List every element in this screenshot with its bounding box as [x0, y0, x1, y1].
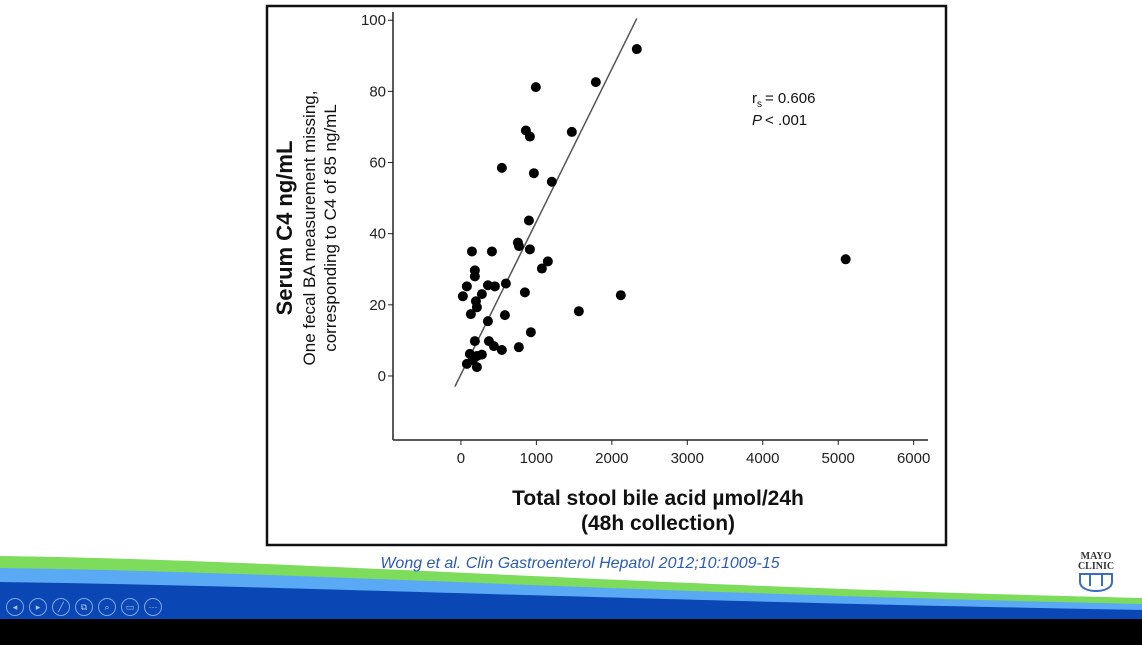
data-point	[525, 327, 536, 338]
data-point	[499, 310, 510, 321]
zoom-button[interactable]: ⌕	[98, 598, 116, 616]
data-point	[467, 354, 478, 365]
y-tick-label: 80	[369, 83, 386, 100]
data-point	[514, 241, 525, 252]
data-point	[489, 281, 500, 292]
more-options-button[interactable]: ⋯	[144, 598, 162, 616]
data-point	[524, 131, 535, 142]
data-point	[476, 289, 487, 300]
correlation-annotation: rs = 0.606	[752, 90, 815, 110]
pen-tool-button[interactable]: ╱	[52, 598, 70, 616]
shield-icon	[1079, 573, 1113, 593]
x-tick-label: 4000	[746, 450, 779, 467]
data-point	[457, 291, 468, 302]
figure-frame	[265, 4, 948, 547]
y-tick-label: 0	[378, 368, 386, 385]
previous-slide-button[interactable]: ◂	[6, 598, 24, 616]
data-point	[573, 306, 584, 317]
data-point	[465, 309, 476, 320]
data-point	[523, 215, 534, 226]
x-axis-label-line2: (48h collection)	[581, 512, 735, 535]
data-point	[840, 254, 851, 265]
logo-line2: CLINIC	[1077, 561, 1115, 572]
data-point	[566, 126, 577, 137]
data-point	[488, 341, 499, 352]
data-point	[476, 349, 487, 360]
scatter-plot: 0 1000 2000 3000 4000 5000 6000 0 20 40 60 80 100	[361, 12, 930, 467]
footer-black-bar	[0, 619, 1142, 645]
citation: Wong et al. Clin Gastroenterol Hepatol 2…	[380, 555, 780, 572]
x-tick-label: 0	[457, 450, 465, 467]
data-point	[524, 244, 535, 255]
x-tick-label: 5000	[822, 450, 855, 467]
see-all-slides-button[interactable]: ⧉	[75, 598, 93, 616]
data-point	[496, 162, 507, 173]
data-point	[513, 342, 524, 353]
data-point	[466, 246, 477, 257]
next-slide-button[interactable]: ▸	[29, 598, 47, 616]
subtitles-button[interactable]: ▭	[121, 598, 139, 616]
data-point	[542, 256, 553, 267]
y-tick-label: 60	[369, 155, 386, 172]
y-tick-label: 40	[369, 226, 386, 243]
data-point	[536, 263, 547, 274]
data-point	[500, 278, 511, 289]
x-tick-label: 1000	[520, 450, 553, 467]
data-point	[631, 44, 642, 55]
data-point	[590, 77, 601, 88]
data-point	[461, 281, 472, 292]
p-value-annotation: P < .001	[752, 112, 807, 129]
y-axis-note-line2: corresponding to C4 of 85 ng/mL	[321, 104, 340, 352]
y-axis-note-line1: One fecal BA measurement missing,	[300, 91, 319, 366]
data-point	[519, 287, 530, 298]
data-point	[482, 316, 493, 327]
data-point	[496, 344, 507, 355]
data-point	[528, 168, 539, 179]
data-point	[469, 271, 480, 282]
data-point	[471, 302, 482, 313]
y-tick-label: 20	[369, 297, 386, 314]
logo-line1: MAYO	[1080, 551, 1112, 562]
data-point	[530, 82, 541, 93]
mayo-clinic-logo: MAYO CLINIC	[1068, 552, 1124, 595]
data-point	[546, 176, 557, 187]
x-tick-label: 2000	[595, 450, 628, 467]
y-axis-label: Serum C4 ng/mL	[272, 141, 297, 316]
y-tick-label: 100	[361, 12, 386, 29]
data-point	[486, 246, 497, 257]
data-point	[615, 290, 626, 301]
data-point	[469, 336, 480, 347]
x-tick-label: 6000	[897, 450, 930, 467]
x-axis-label: Total stool bile acid µmol/24h	[512, 487, 804, 510]
x-tick-label: 3000	[671, 450, 704, 467]
